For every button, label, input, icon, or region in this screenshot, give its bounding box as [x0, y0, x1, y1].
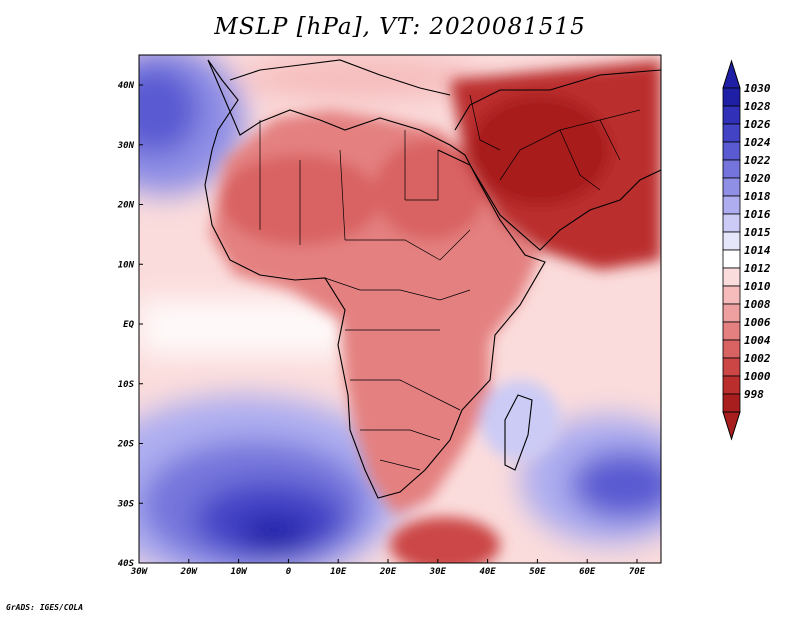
country-borders	[259, 94, 641, 471]
colorbar-top-arrow	[722, 59, 741, 89]
colorbar-swatch	[722, 141, 741, 161]
colorbar-label: 1024	[744, 136, 771, 149]
plot-frame	[138, 54, 662, 564]
y-tick-label: 40N	[118, 81, 135, 91]
x-tick-label: 70E	[629, 567, 646, 577]
colorbar-bottom-arrow	[722, 411, 741, 441]
colorbar-label: 1008	[744, 298, 771, 311]
colorbar-label: 1028	[744, 100, 771, 113]
y-tick-label: 30S	[117, 499, 135, 509]
y-tick-label: 20N	[117, 201, 135, 211]
colorbar-swatch	[722, 195, 741, 215]
colorbar-swatch	[722, 285, 741, 305]
y-tick-label: EQ	[123, 320, 134, 330]
colorbar-swatch	[722, 177, 741, 197]
colorbar-label: 1010	[744, 280, 771, 293]
colorbar-swatch	[722, 375, 741, 395]
colorbar-swatch	[722, 159, 741, 179]
colorbar-label: 1014	[744, 244, 771, 257]
x-tick-label: 20E	[379, 567, 397, 577]
x-tick-label: 10E	[330, 567, 347, 577]
colorbar-label: 1004	[744, 334, 771, 347]
colorbar-swatch	[722, 357, 741, 377]
colorbar-label: 1002	[744, 352, 771, 365]
y-tick-label: 10S	[118, 380, 135, 390]
y-tick-label: 40S	[118, 559, 135, 569]
colorbar-label: 1030	[744, 82, 771, 95]
colorbar-label: 1018	[744, 190, 771, 203]
x-axis: 30W 20W 10W 0 10E 20E 30E 40E 50E 60E 70E	[130, 559, 646, 577]
colorbar: 1030 1028 1026 1024 1022 1020 1018 1016 1015 1014…	[722, 59, 771, 441]
y-tick-label: 20S	[117, 440, 135, 450]
y-tick-label: 10N	[118, 260, 135, 270]
colorbar-swatch	[722, 303, 741, 323]
colorbar-swatch	[722, 393, 741, 413]
x-tick-label: 20W	[180, 567, 199, 577]
chart-title: MSLP [hPa], VT: 2020081515	[214, 14, 586, 40]
x-tick-label: 30W	[130, 567, 149, 577]
colorbar-swatch	[722, 105, 741, 125]
x-tick-label: 40E	[479, 567, 496, 577]
colorbar-swatch	[722, 321, 741, 341]
colorbar-swatch	[722, 213, 741, 233]
colorbar-swatch	[722, 123, 741, 143]
pressure-field	[139, 55, 661, 563]
x-tick-label: 0	[286, 567, 292, 577]
colorbar-label: 1026	[744, 118, 771, 131]
x-tick-label: 50E	[529, 567, 546, 577]
colorbar-label: 1012	[744, 262, 771, 275]
colorbar-label: 1000	[744, 370, 771, 383]
coastlines	[204, 59, 661, 499]
colorbar-label: 1020	[744, 172, 771, 185]
colorbar-label: 1006	[744, 316, 771, 329]
y-tick-label: 30N	[117, 141, 135, 151]
colorbar-label: 1016	[744, 208, 771, 221]
colorbar-swatch	[722, 339, 741, 359]
grads-credit: GrADS: IGES/COLA	[6, 603, 84, 612]
colorbar-swatch	[722, 267, 741, 287]
colorbar-label: 1022	[744, 154, 771, 167]
y-axis: 40N 30N 20N 10N EQ 10S 20S 30S 40S	[117, 81, 143, 569]
colorbar-label: 1015	[744, 226, 771, 239]
x-tick-label: 30E	[429, 567, 447, 577]
x-tick-label: 60E	[579, 567, 596, 577]
colorbar-swatch	[722, 231, 741, 251]
colorbar-label: 998	[744, 388, 764, 401]
colorbar-swatch	[722, 249, 741, 269]
colorbar-swatch	[722, 87, 741, 107]
x-tick-label: 10W	[230, 567, 248, 577]
